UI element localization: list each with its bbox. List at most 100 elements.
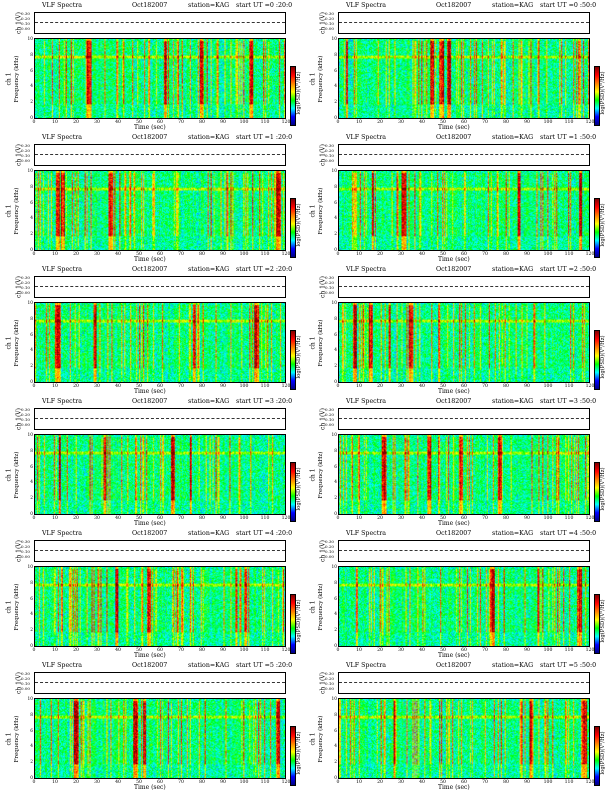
voltage-tick-label: 0.00 xyxy=(325,554,334,559)
panel-start-ut: start UT =1 :20:0 xyxy=(236,134,293,141)
frequency-axis-label-text: Frequency (kHz) xyxy=(317,583,324,630)
spectrogram-image xyxy=(338,38,590,119)
panel-station: station=KAG xyxy=(188,662,230,669)
voltage-trace-plot: 0.30 0.20 0.10 0.00 xyxy=(325,143,590,166)
time-axis-label: Time (sec) xyxy=(438,652,470,659)
time-tick-label: 110 xyxy=(564,384,574,389)
voltage-tick-label: 0.10 xyxy=(21,153,30,158)
colorbar xyxy=(594,462,600,522)
voltage-tick-label: 0.00 xyxy=(325,422,334,427)
spectrogram-panel: VLF Spectra Oct182007 station=KAG start UT … xyxy=(4,398,304,527)
frequency-tick-label: 4 xyxy=(334,744,337,750)
time-tick-label: 80 xyxy=(199,516,205,521)
time-tick-label: 100 xyxy=(239,384,249,389)
panel-title: VLF Spectra xyxy=(42,134,82,141)
time-tick-label: 60 xyxy=(461,120,467,125)
time-tick-label: 70 xyxy=(482,780,488,785)
panel-station: station=KAG xyxy=(492,266,534,273)
channel-axis-label-text: ch 1 xyxy=(5,468,12,481)
time-tick-label: 80 xyxy=(199,252,205,257)
time-tick-label: 90 xyxy=(220,384,226,389)
frequency-tick-label: 0 xyxy=(30,248,33,253)
spectrogram-canvas xyxy=(339,303,589,382)
panel-start-ut: start UT =2 :50:0 xyxy=(540,266,597,273)
frequency-tick-label: 2 xyxy=(334,496,337,502)
voltage-trace-plot: 0.30 0.20 0.10 0.00 xyxy=(21,143,286,166)
voltage-trace-line xyxy=(339,682,589,683)
time-tick-label: 70 xyxy=(178,516,184,521)
frequency-tick-label: 10 xyxy=(27,301,33,306)
spectrogram-panel: VLF Spectra Oct182007 station=KAG start UT … xyxy=(4,266,304,395)
frequency-tick-label: 0 xyxy=(30,644,33,649)
colorbar-label-text: log(PSD)(V²/Hz) xyxy=(295,467,302,511)
time-tick-label: 10 xyxy=(52,648,58,653)
colorbar-label: log(PSD)(V²/Hz) xyxy=(294,586,303,656)
voltage-tick-label: 0.00 xyxy=(325,158,334,163)
voltage-tick-label: 0.10 xyxy=(325,549,334,554)
panel-title: VLF Spectra xyxy=(42,662,82,669)
frequency-tick-label: 8 xyxy=(30,52,33,58)
frequency-axis-label: Frequency (kHz) xyxy=(316,170,325,251)
time-tick-label: 10 xyxy=(356,780,362,785)
time-tick-label: 0 xyxy=(336,648,340,653)
voltage-tick-label: 0.30 xyxy=(325,11,334,16)
frequency-axis-label: Frequency (kHz) xyxy=(316,566,325,647)
colorbar-label: log(PSD)(V²/Hz) xyxy=(294,190,303,260)
colorbar xyxy=(290,462,296,522)
time-tick-label: 40 xyxy=(115,252,121,257)
time-tick-label: 110 xyxy=(260,120,270,125)
voltage-tick-label: 0.30 xyxy=(21,539,30,544)
time-axis-label: Time (sec) xyxy=(134,124,166,131)
time-tick-label: 30 xyxy=(398,384,404,389)
voltage-trace-line xyxy=(35,154,285,155)
voltage-tick-label: 0.10 xyxy=(325,153,334,158)
frequency-axis-label: Frequency (kHz) xyxy=(316,434,325,515)
time-tick-label: 40 xyxy=(115,120,121,125)
voltage-tick-label: 0.30 xyxy=(325,407,334,412)
time-tick-label: 90 xyxy=(220,516,226,521)
panel-header: VLF Spectra Oct182007 station=KAG start UT … xyxy=(338,530,596,540)
panel-title: VLF Spectra xyxy=(346,266,386,273)
panel-title: VLF Spectra xyxy=(346,530,386,537)
channel-axis-label-text: ch 1 xyxy=(5,72,12,85)
voltage-tick-label: 0.30 xyxy=(21,143,30,148)
colorbar-label-text: log(PSD)(V²/Hz) xyxy=(599,599,606,643)
time-tick-label: 120 xyxy=(281,384,291,389)
voltage-tick-label: 0.20 xyxy=(325,280,334,285)
time-tick-label: 120 xyxy=(281,120,291,125)
time-tick-label: 30 xyxy=(398,648,404,653)
time-tick-label: 100 xyxy=(239,780,249,785)
frequency-tick-label: 2 xyxy=(334,100,337,106)
frequency-tick-label: 8 xyxy=(30,184,33,190)
frequency-tick-label: 6 xyxy=(334,200,337,206)
colorbar-label-text: log(PSD)(V²/Hz) xyxy=(599,335,606,379)
time-tick-label: 70 xyxy=(178,120,184,125)
time-tick-label: 0 xyxy=(32,120,36,125)
voltage-trace-line xyxy=(35,550,285,551)
time-tick-label: 40 xyxy=(419,780,425,785)
time-tick-label: 60 xyxy=(157,120,163,125)
time-tick-label: 10 xyxy=(356,252,362,257)
frequency-axis-label-text: Frequency (kHz) xyxy=(13,55,20,102)
frequency-tick-label: 0 xyxy=(334,512,337,517)
frequency-tick-label: 10 xyxy=(27,169,33,174)
time-tick-label: 80 xyxy=(199,780,205,785)
frequency-tick-label: 0 xyxy=(334,248,337,253)
time-tick-label: 70 xyxy=(178,252,184,257)
time-tick-label: 70 xyxy=(178,648,184,653)
colorbar-label-text: log(PSD)(V²/Hz) xyxy=(599,731,606,775)
time-axis-label: Time (sec) xyxy=(134,520,166,527)
time-tick-label: 50 xyxy=(440,516,446,521)
frequency-tick-label: 10 xyxy=(331,433,337,438)
colorbar-label-text: log(PSD)(V²/Hz) xyxy=(599,203,606,247)
time-tick-label: 90 xyxy=(220,252,226,257)
frequency-axis-label-text: Frequency (kHz) xyxy=(317,187,324,234)
frequency-tick-label: 4 xyxy=(30,744,33,750)
channel-axis-label-text: ch 1 xyxy=(309,72,316,85)
time-tick-label: 50 xyxy=(440,648,446,653)
colorbar-label-text: log(PSD)(V²/Hz) xyxy=(295,599,302,643)
voltage-tick-label: 0.00 xyxy=(325,290,334,295)
voltage-tick-label: 0.00 xyxy=(325,26,334,31)
spectrogram-panel: VLF Spectra Oct182007 station=KAG start UT … xyxy=(4,2,304,131)
